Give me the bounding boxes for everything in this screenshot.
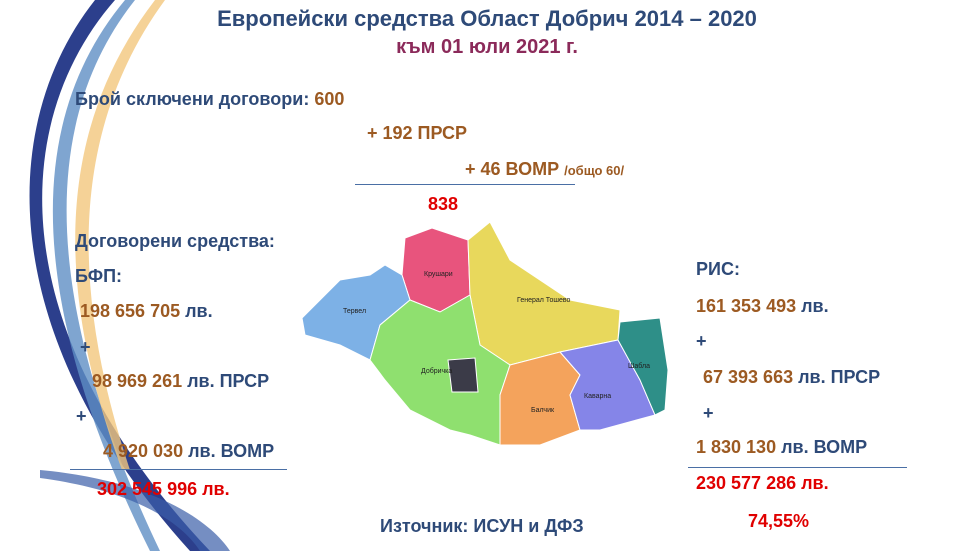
source: Източник: ИСУН и ДФЗ: [380, 516, 584, 536]
region-shape: [499, 351, 581, 446]
bfp-total: 302 545 996 лв.: [97, 479, 230, 499]
contracts-note: /общо 60/: [564, 163, 625, 178]
map: Крушари Тервел Генерал Тошево Добричка Ш…: [301, 221, 669, 446]
amount: 98 969 261: [92, 371, 183, 391]
contracts-label: Брой сключени договори:: [75, 89, 310, 109]
region-label: Добричка: [421, 367, 452, 375]
amount: 1 830 130: [696, 437, 777, 457]
region-shape: [617, 317, 669, 416]
region-label: Генерал Тошево: [517, 297, 571, 304]
region-shape: [467, 221, 621, 366]
unit: лв. ВОМР: [188, 441, 275, 461]
contracts-total: 838: [428, 194, 459, 214]
ris-label: РИС:: [696, 259, 740, 279]
plus: +: [80, 337, 91, 357]
contracts-vomr: + 46 ВОМР: [465, 159, 560, 179]
swoosh: [75, 0, 165, 470]
unit: лв. ВОМР: [781, 437, 868, 457]
ris-item: 67 393 663 лв. ПРСР: [703, 366, 880, 388]
amount: 67 393 663: [703, 367, 794, 387]
amount: 4 920 030: [103, 441, 184, 461]
title: Европейски средства Област Добрич 2014 –…: [217, 6, 757, 31]
ris-total: 230 577 286 лв.: [696, 473, 829, 493]
amount: 198 656 705: [80, 301, 181, 321]
swoosh: [52, 0, 160, 551]
unit: лв. ПРСР: [187, 371, 270, 391]
region-label: Крушари: [424, 271, 453, 278]
rule: [355, 184, 575, 185]
ris-item: 161 353 493 лв.: [696, 295, 829, 317]
contracts-vomr-line: + 46 ВОМР /общо 60/: [465, 158, 624, 182]
region-label: Шабла: [628, 362, 650, 370]
contracts-base: 600: [314, 89, 345, 109]
contracts-prsr: + 192 ПРСР: [367, 123, 468, 143]
swoosh: [40, 470, 230, 551]
plus: +: [696, 331, 707, 351]
bfp-item: 98 969 261 лв. ПРСР: [92, 370, 269, 392]
bfp-item: 198 656 705 лв.: [80, 300, 213, 322]
subtitle: към 01 юли 2021 г.: [396, 36, 578, 58]
rule: [688, 467, 907, 468]
bfp-label: БФП:: [75, 266, 122, 286]
funds-heading: Договорени средства:: [75, 231, 275, 251]
bfp-item: 4 920 030 лв. ВОМР: [103, 440, 274, 462]
region-label: Каварна: [584, 393, 611, 400]
unit: лв.: [801, 296, 829, 316]
unit: лв. ПРСР: [798, 367, 881, 387]
contracts-line: Брой сключени договори: 600: [75, 88, 344, 110]
region-label: Балчик: [531, 407, 555, 414]
ris-percent: 74,55%: [748, 511, 810, 531]
region-shape: [401, 227, 471, 313]
unit: лв.: [185, 301, 213, 321]
ris-item: 1 830 130 лв. ВОМР: [696, 436, 867, 458]
amount: 161 353 493: [696, 296, 797, 316]
region-shape: [447, 357, 479, 393]
region-label: Тервел: [343, 308, 366, 315]
rule: [70, 469, 287, 470]
plus: +: [703, 403, 714, 423]
plus: +: [76, 406, 87, 426]
